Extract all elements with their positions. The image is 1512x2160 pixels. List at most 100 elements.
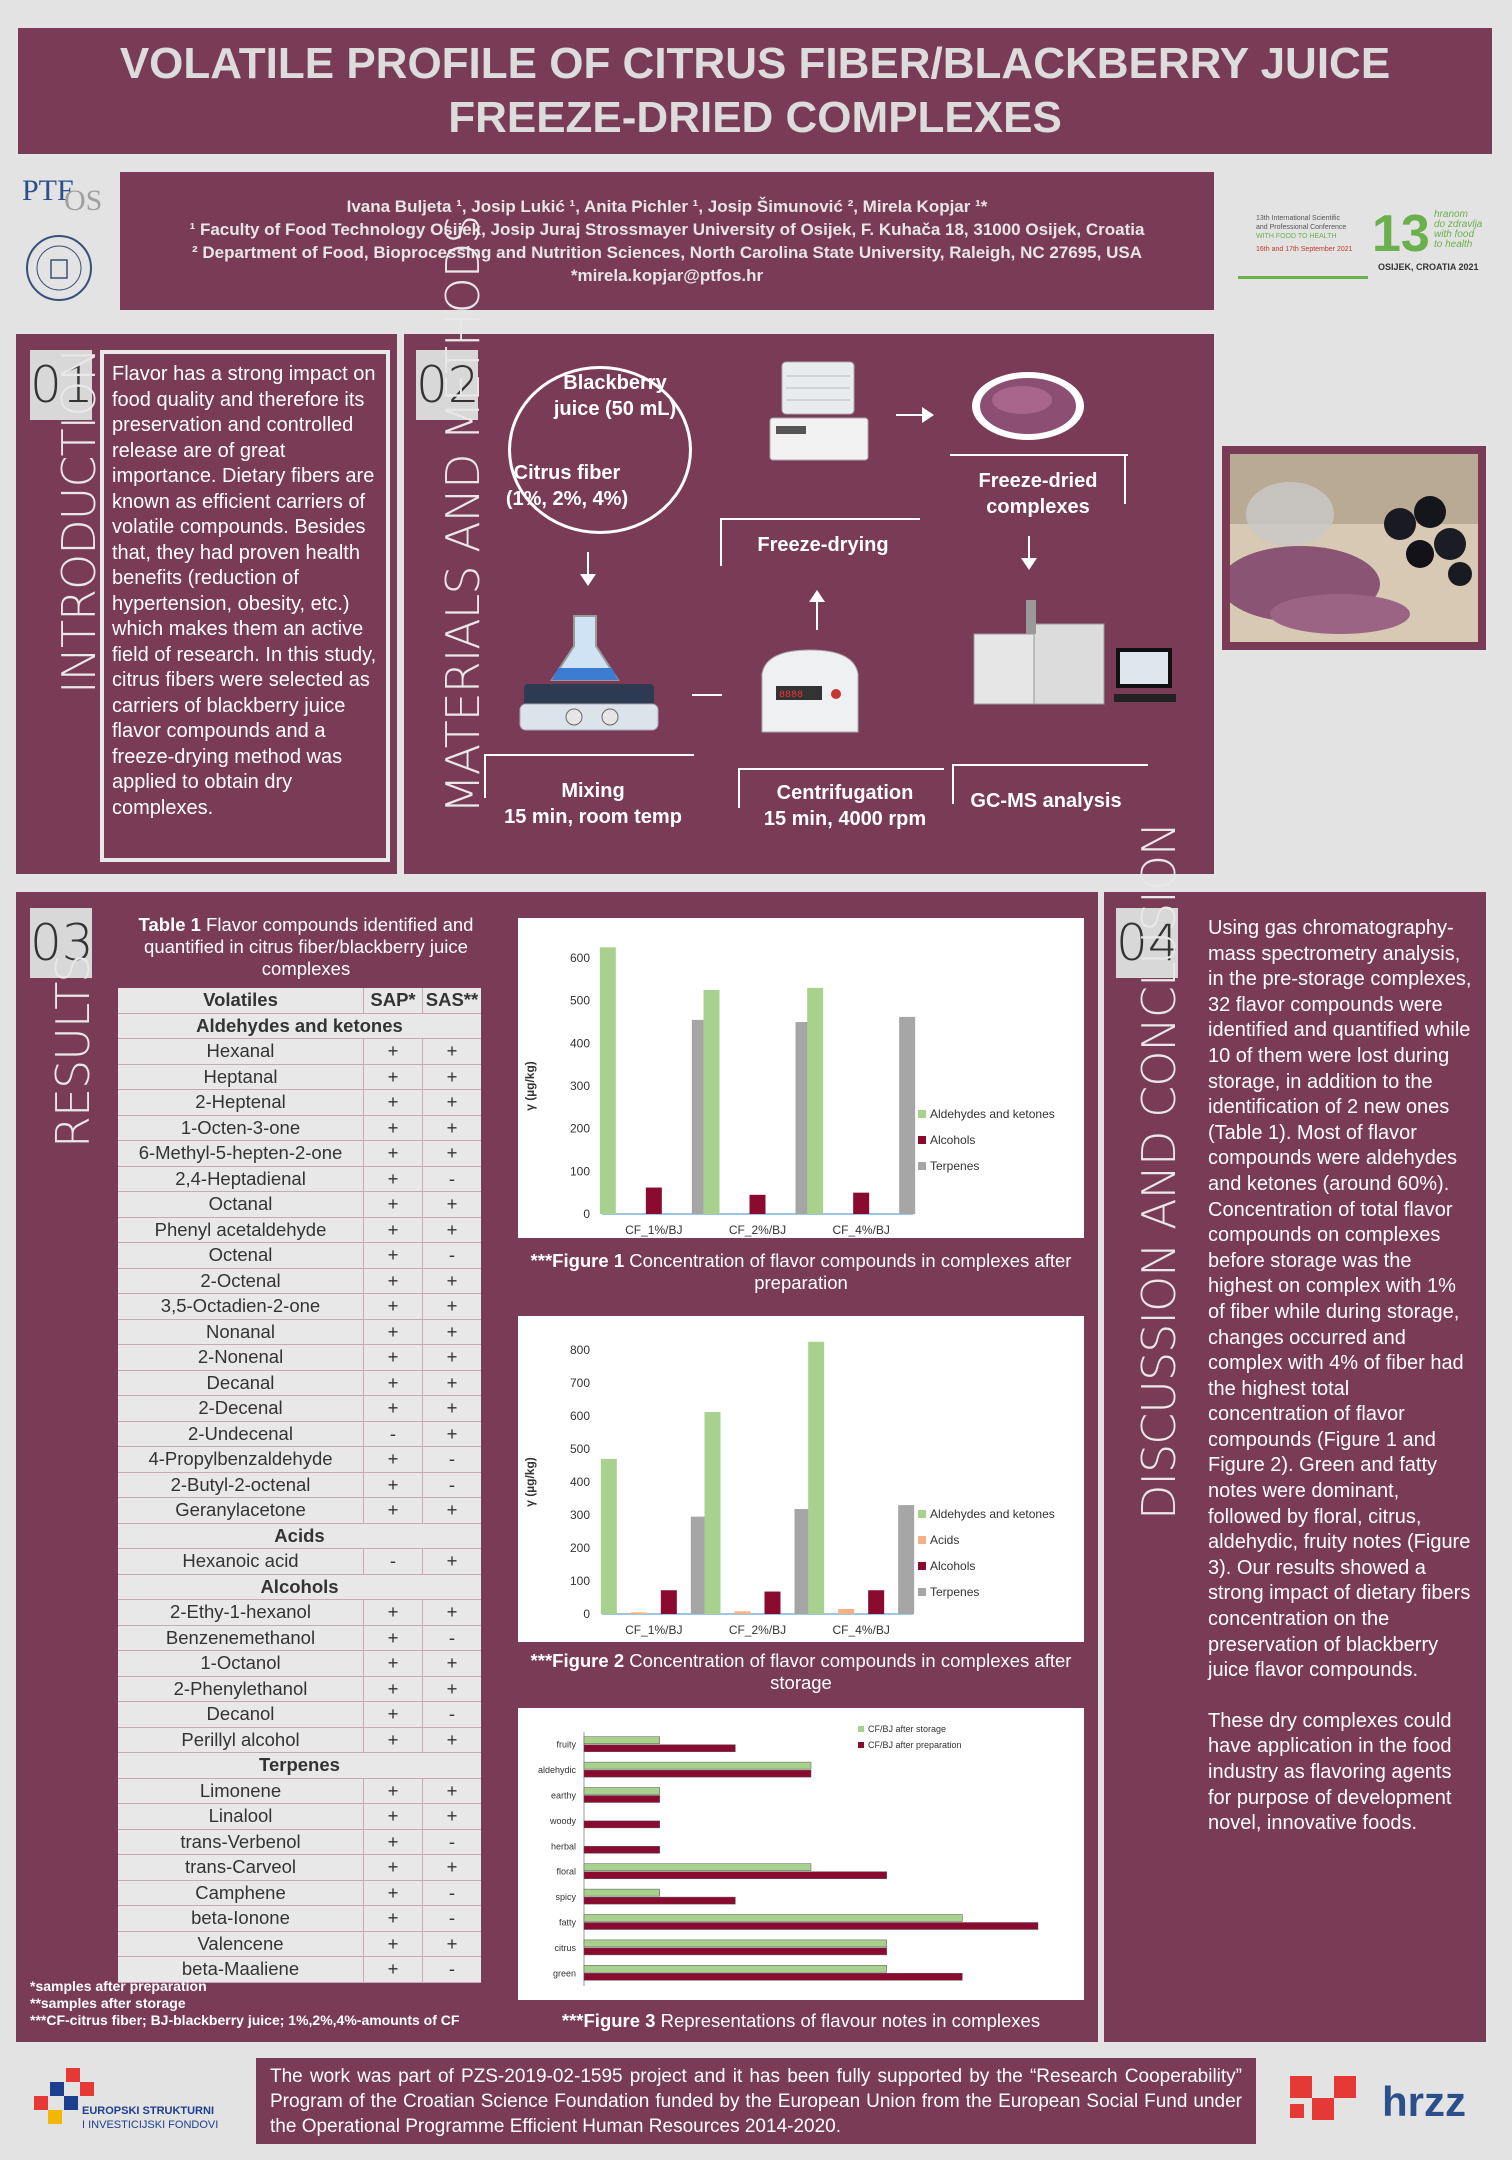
- y-tick-label: 400: [570, 1475, 590, 1489]
- volatile-name: beta-Maaliene: [118, 1956, 364, 1983]
- section-number: 02: [416, 350, 480, 420]
- legend-label: CF/BJ after preparation: [868, 1740, 962, 1750]
- legend-swatch: [858, 1742, 864, 1748]
- table-row: Camphene + -: [118, 1880, 481, 1906]
- bar-0: [583, 1914, 963, 1922]
- sas-value: -: [422, 1242, 481, 1269]
- table-caption-text: Flavor compounds identified and quantifi…: [144, 914, 474, 979]
- bar-0: [600, 1458, 617, 1614]
- eu-funds-logo: EUROPSKI STRUKTURNI I INVESTICIJSKI FOND…: [16, 2052, 256, 2146]
- legend-label: Acids: [930, 1533, 959, 1547]
- sap-value: +: [363, 1166, 423, 1192]
- poster-title: VOLATILE PROFILE OF CITRUS FIBER/BLACKBE…: [18, 28, 1492, 154]
- bar-0: [599, 947, 616, 1214]
- conf-number: 13: [1372, 205, 1430, 263]
- arrow-head-up-icon: [809, 590, 825, 602]
- table-row: Geranylacetone + +: [118, 1497, 481, 1524]
- legend-swatch: [918, 1536, 926, 1544]
- mixing-frame-top: [484, 754, 694, 756]
- affiliation-1: ¹ Faculty of Food Technology Osijek, Jos…: [189, 220, 1145, 239]
- sap-value: +: [363, 1803, 423, 1830]
- magnetic-stirrer-icon: [519, 615, 659, 731]
- section-heading: DISCUSSION AND CONCLUSION: [1132, 822, 1186, 1520]
- freeze-frame-left: [720, 518, 722, 566]
- sap-value: +: [363, 1038, 423, 1065]
- y-tick-label: 400: [570, 1036, 590, 1050]
- sas-value: +: [422, 1140, 481, 1167]
- title-line-1: VOLATILE PROFILE OF CITRUS FIBER/BLACKBE…: [119, 39, 1391, 88]
- section-introduction: 01 INTRODUCTION Flavor has a strong impa…: [16, 334, 397, 874]
- sap-value: +: [363, 1905, 423, 1932]
- fig3-caption-text: Representations of flavour notes in comp…: [655, 2010, 1041, 2031]
- sap-value: -: [363, 1548, 423, 1575]
- conf-underline: [1238, 276, 1368, 279]
- volatiles-table-wrap: Volatiles SAP* SAS** Aldehydes and keton…: [118, 988, 481, 1983]
- table-row: Phenyl acetaldehyde + +: [118, 1217, 481, 1243]
- bar-2: [868, 1590, 885, 1614]
- sap-value: +: [363, 1319, 423, 1345]
- sas-value: -: [422, 1446, 481, 1473]
- footer-text: The work was part of PZS-2019-02-1595 pr…: [270, 2066, 1242, 2137]
- volatile-name: Hexanal: [118, 1038, 364, 1065]
- discussion-paragraph-1: Using gas chromatography-mass spectromet…: [1208, 917, 1472, 1682]
- volatile-name: Perillyl alcohol: [118, 1727, 364, 1753]
- fiber-label: Citrus fiber (1%, 2%, 4%): [505, 462, 629, 510]
- sas-value: +: [422, 1038, 481, 1065]
- sas-value: +: [422, 1778, 481, 1804]
- section-discussion: 04 DISCUSSION AND CONCLUSION Using gas c…: [1104, 823, 1486, 2042]
- intro-text: Flavor has a strong impact on food quali…: [104, 354, 386, 858]
- arrow-head-right-icon: [922, 407, 934, 423]
- powder-bowl-icon: [972, 372, 1084, 440]
- sas-value: -: [422, 1905, 481, 1932]
- bar-1: [838, 1609, 855, 1614]
- bar-2: [660, 1590, 677, 1614]
- y-tick-label: 500: [570, 994, 590, 1008]
- table-row: Benzenemethanol + -: [118, 1625, 481, 1651]
- table-row: 6-Methyl-5-hepten-2-one + +: [118, 1140, 481, 1167]
- x-tick-label: CF_1%/BJ: [625, 1223, 682, 1237]
- bar-0: [704, 1412, 721, 1614]
- sas-value: +: [422, 1268, 481, 1294]
- table-row: beta-Ionone + -: [118, 1905, 481, 1932]
- sap-value: +: [363, 1778, 423, 1804]
- sap-value: -: [363, 1421, 423, 1447]
- y-tick-label: 100: [570, 1164, 590, 1178]
- freeze-frame-top: [720, 518, 920, 520]
- section-heading: INTRODUCTION: [52, 348, 106, 694]
- table-row: 2-Decenal + +: [118, 1395, 481, 1422]
- x-tick-label: CF_1%/BJ: [625, 1623, 682, 1637]
- sas-value: +: [422, 1344, 481, 1371]
- sas-value: -: [422, 1472, 481, 1498]
- ptf-logo-text: PTF: [22, 174, 74, 207]
- bar-0: [583, 1888, 660, 1897]
- volatile-name: Heptanal: [118, 1064, 364, 1090]
- bar-1: [853, 1192, 870, 1214]
- x-tick-label: CF_4%/BJ: [832, 1223, 889, 1237]
- x-tick-label: CF_4%/BJ: [832, 1623, 889, 1637]
- eu-logo-line2: I INVESTICIJSKI FONDOVI: [82, 2119, 219, 2131]
- arrow-head-down-icon: [1021, 558, 1037, 570]
- volatiles-table: Volatiles SAP* SAS** Aldehydes and keton…: [118, 988, 481, 1983]
- ptfos-logo: PTF OS: [14, 170, 114, 310]
- table-row: trans-Carveol + +: [118, 1854, 481, 1881]
- y-tick-label: 700: [570, 1376, 590, 1390]
- table-row: 1-Octanol + +: [118, 1650, 481, 1677]
- sap-value: +: [363, 1625, 423, 1651]
- legend-label: Terpenes: [930, 1159, 979, 1173]
- section-heading: MATERIALS AND METHODS: [436, 215, 490, 814]
- sas-value: -: [422, 1880, 481, 1906]
- figure-2-chart: 0 100 200 300 400 500 600 700 800 γ (µg/kg) CF_1%/…: [518, 1316, 1084, 1642]
- y-axis-label: γ (µg/kg): [523, 1061, 537, 1111]
- sap-value: +: [363, 1880, 423, 1906]
- bar-0: [807, 987, 824, 1214]
- contact-email: *mirela.kopjar@ptfos.hr: [570, 266, 764, 285]
- bar-3: [794, 1509, 811, 1614]
- section-methods: 02 MATERIALS AND METHODS Blackberry juic…: [404, 216, 1214, 874]
- volatile-name: Geranylacetone: [118, 1497, 364, 1524]
- bar-3: [898, 1505, 915, 1614]
- legend-label: Alcohols: [930, 1559, 975, 1573]
- author-names: Ivana Buljeta ¹, Josip Lukić ¹, Anita Pi…: [346, 197, 988, 216]
- conf-line1: 13th International Scientific: [1256, 215, 1341, 222]
- volatile-name: Hexanoic acid: [118, 1548, 364, 1575]
- sas-value: +: [422, 1217, 481, 1243]
